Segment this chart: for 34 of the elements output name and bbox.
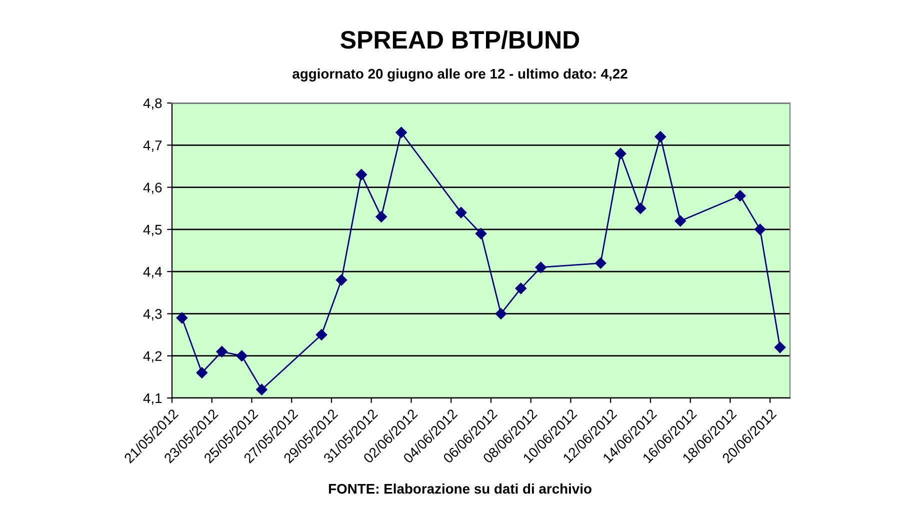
y-tick-label: 4,4 bbox=[143, 267, 162, 278]
y-tick-label: 4,7 bbox=[143, 140, 162, 152]
y-tick-label: 4,2 bbox=[143, 351, 162, 363]
point bbox=[754, 224, 766, 236]
point bbox=[176, 312, 188, 324]
point bbox=[595, 258, 606, 269]
point bbox=[535, 262, 546, 273]
point bbox=[654, 131, 666, 142]
point bbox=[196, 367, 208, 378]
point bbox=[376, 211, 387, 222]
point bbox=[336, 274, 348, 286]
chart-title: SPREAD BTP/BUND bbox=[340, 30, 580, 49]
point bbox=[734, 190, 746, 202]
point bbox=[256, 384, 268, 396]
point bbox=[475, 228, 487, 240]
point bbox=[356, 169, 367, 180]
point bbox=[674, 215, 686, 227]
y-tick-label: 4,5 bbox=[143, 224, 162, 236]
y-tick-label: 4,1 bbox=[143, 393, 162, 405]
source-note: FONTE: Elaborazione su dati di archivio bbox=[328, 484, 592, 494]
y-tick-label: 4,6 bbox=[143, 182, 162, 194]
y-tick-label: 4,8 bbox=[143, 98, 162, 110]
point bbox=[774, 342, 786, 354]
point bbox=[614, 148, 626, 160]
point bbox=[216, 346, 228, 358]
y-tick-label: 4,3 bbox=[143, 309, 162, 321]
point bbox=[316, 329, 328, 340]
point bbox=[396, 126, 407, 138]
point bbox=[634, 202, 646, 214]
point bbox=[455, 206, 467, 218]
point bbox=[236, 350, 248, 362]
chart-subtitle: aggiornato 20 giugno alle ore 12 - ultimo dato: 4,22 bbox=[292, 68, 628, 82]
point bbox=[495, 308, 507, 320]
point bbox=[515, 282, 526, 294]
